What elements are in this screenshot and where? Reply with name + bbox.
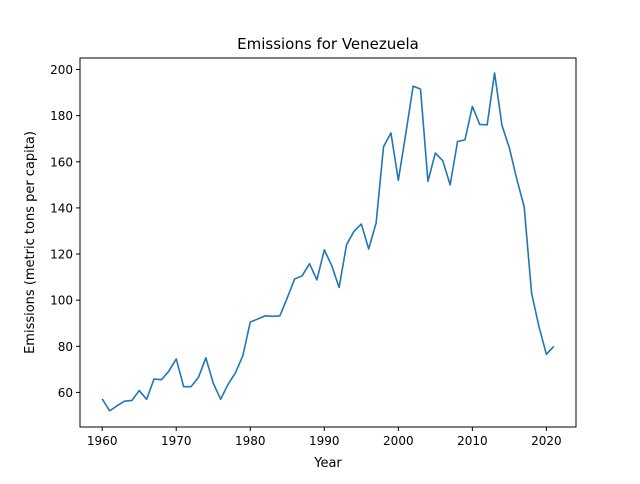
y-axis-label: Emissions (metric tons per capita) <box>23 131 38 354</box>
y-tick-label: 120 <box>50 248 73 262</box>
x-tick-label: 1990 <box>309 434 340 448</box>
y-tick-label: 160 <box>50 155 73 169</box>
y-tick-label: 140 <box>50 201 73 215</box>
x-tick-label: 2000 <box>383 434 414 448</box>
y-tick-label: 200 <box>50 63 73 77</box>
series-line-0 <box>101 72 555 412</box>
x-tick-label: 1970 <box>161 434 192 448</box>
x-tick-label: 2020 <box>531 434 562 448</box>
x-axis-label: Year <box>313 456 342 471</box>
x-tick-label: 1960 <box>87 434 118 448</box>
y-tick-label: 180 <box>50 109 73 123</box>
y-tick-label: 100 <box>50 294 73 308</box>
y-axis-ticks: 60 80 100 120 140 160 180 200 <box>50 63 80 400</box>
x-tick-label: 1980 <box>235 434 266 448</box>
y-tick-label: 60 <box>58 386 73 400</box>
y-tick-label: 80 <box>58 340 73 354</box>
x-axis-ticks: 1960 1970 1980 1990 2000 2010 2020 <box>87 427 562 448</box>
plot-area <box>101 72 555 412</box>
chart-title: Emissions for Venezuela <box>237 35 419 53</box>
plot-frame <box>79 57 577 428</box>
x-tick-label: 2010 <box>457 434 488 448</box>
